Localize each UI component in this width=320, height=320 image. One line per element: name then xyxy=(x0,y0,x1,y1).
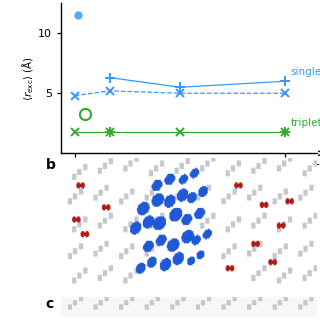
Text: c: c xyxy=(45,297,54,311)
Y-axis label: $\langle r_{\rm exc} \rangle$ (Å): $\langle r_{\rm exc} \rangle$ (Å) xyxy=(21,56,36,101)
Text: singlet: singlet xyxy=(291,67,320,76)
Text: b: b xyxy=(45,158,55,172)
Text: T (K): T (K) xyxy=(312,164,320,174)
Text: triplet: triplet xyxy=(291,118,320,128)
